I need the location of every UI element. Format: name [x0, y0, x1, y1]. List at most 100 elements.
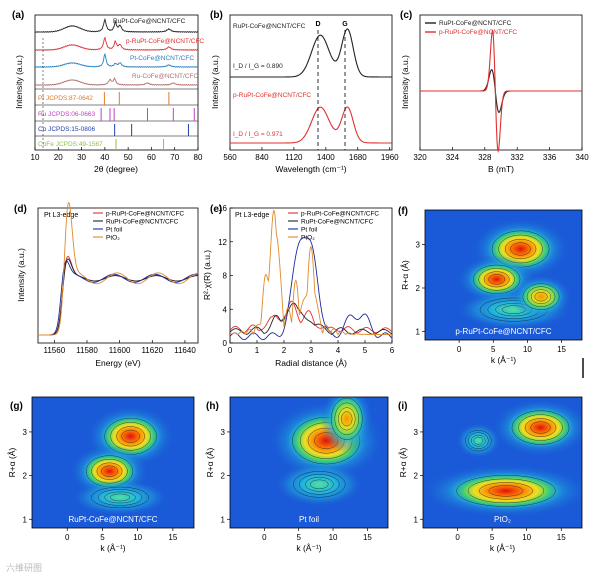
panel-b-label: (b) [210, 10, 223, 21]
panel-e-xlabel: Radial distance (Å) [275, 358, 347, 368]
panel-c-tick-label: 320 [413, 153, 427, 162]
panel-h-contour [293, 471, 346, 498]
panel-g-frame [31, 396, 195, 529]
panel-e-ytick-label: 0 [223, 339, 228, 348]
panel-c-xlabel: B (mT) [488, 164, 514, 174]
panel-c-series [420, 29, 582, 153]
panel-b-series-line [230, 28, 392, 78]
panel-c-label: (c) [400, 10, 412, 21]
panel-g-ytick-label: 3 [23, 428, 28, 437]
panel-h-label: (h) [206, 401, 219, 412]
panel-g-ytick-label: 1 [23, 515, 28, 524]
panel-d-series-line [38, 258, 199, 336]
panel-a-label: (a) [12, 10, 24, 21]
panel-a-series [34, 17, 199, 86]
panel-d-legend-label: RuPt-CoFe@NCNT/CFC [106, 219, 179, 226]
panel-d-tick-label: 11620 [141, 346, 163, 355]
panel-i-ytick-label: 2 [414, 472, 419, 481]
panel-f-intensity-region [520, 281, 563, 312]
panel-e-legend-label: PtO₂ [301, 235, 315, 242]
panel-h-ytick-label: 2 [221, 472, 226, 481]
panel-c-frame [419, 14, 583, 151]
panel-i-frame [422, 396, 583, 529]
panel-f-xtick-label: 0 [457, 345, 462, 354]
panel-a-ref-3: CoFe JCPDS:49-1567 [38, 141, 103, 148]
panel-f-ytick-label: 1 [416, 327, 421, 336]
panel-a-ref-1: Ru JCPDS:06-0663 [38, 111, 95, 118]
panel-i-ytick-label: 3 [414, 428, 419, 437]
panel-b-series [230, 28, 392, 144]
panel-f-ytick-label: 3 [416, 241, 421, 250]
panel-g-contour [97, 489, 143, 506]
panel-g-xtick-label: 15 [168, 533, 177, 542]
panel-e-series-line [229, 237, 393, 341]
panel-a-tick-label: 30 [77, 153, 86, 162]
panel-f-contour [488, 274, 506, 285]
panel-e-ytick-label: 16 [218, 204, 227, 213]
panel-i-contour [530, 421, 551, 434]
panel-c-series-line [420, 29, 582, 153]
panel-g-contour [109, 493, 131, 502]
panel-b-tick-label: 1960 [381, 153, 399, 162]
panel-f: (f) 0 5 10 15 1 2 3 k (Å⁻¹) R+α (Å) p-RuPt-CoFe@NC… [398, 206, 583, 365]
panel-a-xticks: 10 20 30 40 50 60 70 80 [31, 147, 203, 162]
panel-b-ratio-1: I_D / I_G = 0.971 [233, 131, 283, 138]
panel-c-legend-0: RuPt-CoFe@NCNT/CFC [439, 20, 512, 27]
panel-h-ylabel: R+α (Å) [205, 447, 215, 477]
panel-e-title: Pt L3-edge [235, 212, 269, 219]
panel-h-ytick-label: 3 [221, 428, 226, 437]
panel-d-title: Pt L3-edge [44, 212, 78, 219]
panel-g-xtick-label: 10 [133, 533, 142, 542]
panel-d-label: (d) [14, 204, 27, 215]
panel-c-legend-1: p-RuPt-CoFe@NCNT/CFC [439, 29, 517, 36]
panel-c-tick-label: 332 [511, 153, 525, 162]
panel-f-sample-label: p-RuPt-CoFe@NCNT/CFC [455, 327, 551, 336]
panel-b-series-line [230, 106, 392, 144]
panel-c-tick-label: 336 [543, 153, 557, 162]
panel-i-ylabel: R+α (Å) [398, 447, 408, 477]
panel-f-label: (f) [398, 206, 408, 217]
panel-a-tick-label: 60 [147, 153, 156, 162]
panel-h-map [230, 397, 388, 528]
panel-g-ytick-label: 2 [23, 472, 28, 481]
panel-c-tick-label: 324 [446, 153, 460, 162]
panel-d-ylabel: Intensity (a.u.) [16, 248, 26, 302]
panel-g-contour [116, 426, 145, 447]
panel-g: (g) 0 5 10 15 1 2 3 k (Å⁻¹) R+α (Å) RuPt-CoFe@NCNT… [7, 396, 195, 553]
panel-e-xtick-label: 1 [255, 346, 260, 355]
panel-a-series-line [34, 17, 199, 33]
panel-i-contour [511, 410, 570, 445]
panel-d-xlabel: Energy (eV) [95, 358, 141, 368]
panel-i-contour [471, 434, 486, 447]
panel-b-peak-d: D [315, 21, 320, 28]
panel-f-contour [526, 286, 556, 307]
panel-i-contour [488, 485, 524, 497]
panel-e-ytick-label: 8 [223, 272, 228, 281]
panel-i-contour [467, 478, 545, 504]
panel-b-legend-1: p-RuPt-CoFe@NCNT/CFC [233, 92, 311, 99]
panel-h-contour [299, 474, 340, 495]
panel-h-sample-label: Pt foil [299, 515, 319, 524]
panel-i-contour [473, 436, 484, 445]
panel-a-legend-3: Ru-CoFe@NCNT/CFC [132, 73, 198, 80]
panel-a-tick-label: 70 [170, 153, 179, 162]
panel-h-intensity-region [289, 469, 350, 500]
panel-i-intensity-region [507, 408, 574, 448]
panel-i-intensity-region [448, 472, 563, 509]
panel-a-ref-0: Pt JCPDS:87-0642 [38, 95, 93, 102]
panel-f-xlabel: k (Å⁻¹) [491, 355, 516, 365]
panel-c-ylabel: Intensity (a.u.) [400, 55, 410, 109]
panel-i-label: (i) [398, 401, 407, 412]
panel-a-series-line [34, 76, 199, 86]
panel-d-tick-label: 11560 [43, 346, 65, 355]
panel-a-ref-2: Co JCPDS:15-0806 [38, 126, 95, 133]
watermark: 六维研图 [6, 562, 42, 573]
panel-g-contour [121, 429, 140, 443]
panel-i-xtick-label: 0 [455, 533, 460, 542]
panel-h-xtick-label: 15 [363, 533, 372, 542]
panel-e-legend-label: p-RuPt-CoFe@NCNT/CFC [301, 211, 379, 218]
panel-c-tick-label: 340 [575, 153, 589, 162]
panel-i-ytick-label: 1 [414, 515, 419, 524]
panel-b: (b) 560 840 1120 1400 1680 1960 Wavelength (c… [210, 10, 399, 174]
